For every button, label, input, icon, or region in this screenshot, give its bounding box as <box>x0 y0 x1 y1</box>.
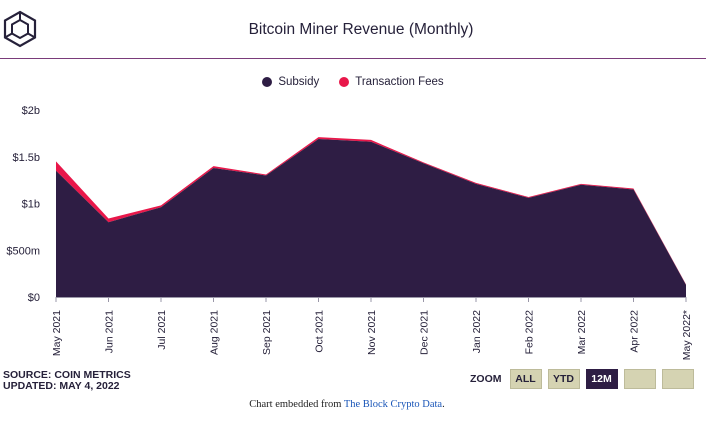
chart-legend: Subsidy Transaction Fees <box>0 76 706 88</box>
updated-line: UPDATED: MAY 4, 2022 <box>3 380 120 392</box>
y-tick-label-3: $1.5b <box>12 152 40 164</box>
y-tick-label-1: $500m <box>6 245 40 257</box>
source-note: SOURCE: COIN METRICS UPDATED: MAY 4, 202… <box>3 370 131 392</box>
embed-credit: Chart embedded from The Block Crypto Dat… <box>0 399 694 410</box>
zoom-ytd-button[interactable]: YTD <box>547 369 580 389</box>
zoom-controls: ZOOM ALL YTD 12M <box>470 369 694 389</box>
zoom-blank-button-2[interactable] <box>661 369 694 389</box>
x-tick-label-10: Mar 2022 <box>576 310 588 355</box>
series-area-subsidy <box>56 138 686 297</box>
legend-item-transaction-fees[interactable]: Transaction Fees <box>339 76 444 88</box>
chart-header: Bitcoin Miner Revenue (Monthly) <box>0 0 706 59</box>
x-tick-label-9: Feb 2022 <box>524 310 536 355</box>
x-tick-label-6: Nov 2021 <box>366 310 378 355</box>
x-tick-label-12: May 2022* <box>681 310 693 360</box>
x-tick-label-11: Apr 2022 <box>629 310 641 353</box>
legend-item-subsidy[interactable]: Subsidy <box>262 76 319 88</box>
x-tick-label-3: Aug 2021 <box>209 310 221 355</box>
embed-prefix: Chart embedded from <box>249 399 344 410</box>
y-tick-label-2: $1b <box>22 199 40 211</box>
embed-suffix: . <box>442 399 445 410</box>
chart-title: Bitcoin Miner Revenue (Monthly) <box>248 21 474 38</box>
legend-dot-transaction-fees <box>339 77 350 87</box>
area-chart: $0 $500m $1b $1.5b $2b May 2021 Jun 2021 Jul 20… <box>6 105 693 360</box>
y-tick-label-4: $2b <box>22 105 40 117</box>
legend-label-subsidy: Subsidy <box>278 76 320 88</box>
legend-label-transaction-fees: Transaction Fees <box>355 76 444 88</box>
x-tick-label-0: May 2021 <box>51 310 63 356</box>
zoom-blank-button-1[interactable] <box>623 369 656 389</box>
cube-logo-icon[interactable] <box>2 10 38 48</box>
x-tick-label-1: Jun 2021 <box>104 310 116 353</box>
x-tick-label-4: Sep 2021 <box>261 310 273 355</box>
legend-dot-subsidy <box>262 77 273 87</box>
x-tick-label-8: Jan 2022 <box>471 310 483 353</box>
x-tick-label-7: Dec 2021 <box>419 310 431 355</box>
x-tick-label-2: Jul 2021 <box>156 310 168 350</box>
source-line: SOURCE: COIN METRICS <box>3 369 131 381</box>
embed-link[interactable]: The Block Crypto Data <box>343 399 443 410</box>
zoom-12m-button[interactable]: 12M <box>585 369 618 389</box>
zoom-all-button[interactable]: ALL <box>509 369 542 389</box>
y-tick-label-0: $0 <box>28 292 40 304</box>
x-tick-label-5: Oct 2021 <box>314 310 326 353</box>
zoom-label: ZOOM <box>470 373 502 385</box>
